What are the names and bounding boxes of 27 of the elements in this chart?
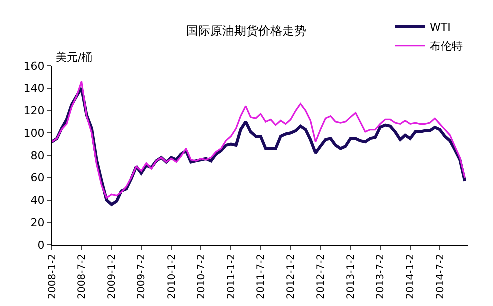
y-tick-label: 100 [24, 126, 45, 140]
y-tick-label: 160 [24, 60, 45, 73]
x-tick-label: 2012-7-2 [316, 254, 327, 300]
legend-label: 布伦特 [430, 40, 463, 54]
x-tick-label: 2012-1-2 [286, 254, 298, 300]
x-tick-label: 2011-7-2 [256, 254, 268, 300]
x-tick-label: 2011-1-2 [226, 254, 238, 300]
x-tick-label: 2008-1-2 [47, 254, 58, 300]
x-tick-label: 2014-7-2 [435, 254, 446, 300]
y-tick-label: 60 [30, 172, 45, 185]
x-tick-label: 2008-7-2 [77, 254, 88, 300]
x-tick-label: 2013-7-2 [376, 254, 387, 300]
x-tick-label: 2013-1-2 [346, 254, 357, 300]
y-tick-label: 20 [30, 216, 45, 230]
legend-label: WTI [430, 21, 451, 34]
x-tick-label: 2010-1-2 [166, 254, 178, 300]
y-tick-label: 120 [24, 104, 45, 118]
x-tick-label: 2014-1-2 [406, 254, 417, 300]
y-tick-label: 0 [38, 238, 45, 252]
chart-title: 国际原油期货价格走势 [186, 24, 306, 38]
y-tick-label: 140 [24, 82, 45, 96]
x-tick-label: 2009-1-2 [107, 254, 118, 300]
x-tick-label: 2010-7-2 [196, 254, 208, 300]
y-axis-title: 美元/桶 [56, 51, 93, 64]
y-tick-label: 40 [30, 194, 45, 208]
x-tick-label: 2009-7-2 [136, 254, 148, 300]
y-tick-label: 80 [30, 149, 45, 162]
